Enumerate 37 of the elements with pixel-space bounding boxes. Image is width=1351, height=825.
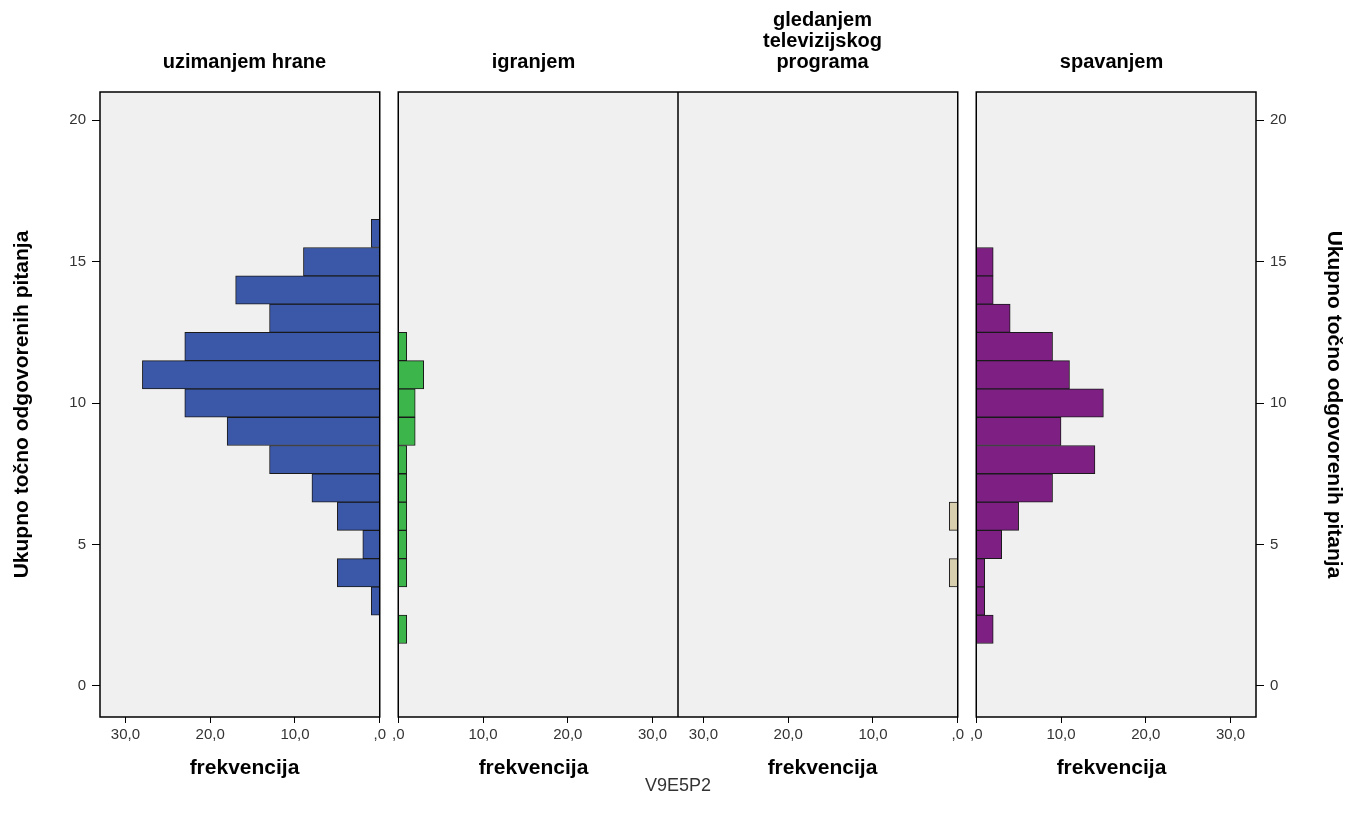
text: V9E5P2 bbox=[644, 775, 712, 796]
x-tick-label: ,0 bbox=[373, 725, 386, 743]
x-tick-label: 20,0 bbox=[195, 725, 225, 743]
x-tick-label: 10,0 bbox=[1046, 725, 1076, 743]
x-axis-title: frekvencija bbox=[1055, 755, 1168, 779]
x-tick-label: 20,0 bbox=[1131, 725, 1161, 743]
y-tick-label: 20 bbox=[1270, 110, 1287, 128]
x-tick-label: ,0 bbox=[970, 725, 983, 743]
x-tick-label: 30,0 bbox=[110, 725, 141, 743]
x-tick-label: 30,0 bbox=[637, 725, 668, 743]
y-tick-label: 5 bbox=[1270, 534, 1279, 552]
x-tick-label: 10,0 bbox=[468, 725, 498, 743]
y-tick-label: 20 bbox=[69, 110, 86, 128]
y-tick-label: 15 bbox=[1270, 251, 1287, 269]
x-axis-title: frekvencija bbox=[478, 755, 589, 778]
x-tick-label: ,0 bbox=[392, 725, 405, 743]
chart-title: igranjem bbox=[490, 50, 577, 72]
y-axis-title: Ukupno točno odgovorenih pitanja bbox=[1323, 230, 1347, 579]
chart-title: uzimanjem hrane bbox=[161, 50, 328, 72]
x-tick-label: 10,0 bbox=[280, 725, 310, 743]
y-tick-label: 10 bbox=[69, 393, 86, 411]
chart-title: spavanjem bbox=[1058, 50, 1165, 72]
y-axis-title: Ukupno točno odgovorenih pitanja bbox=[9, 230, 33, 579]
x-tick-label: 10,0 bbox=[858, 725, 888, 743]
y-tick-label: 5 bbox=[77, 534, 86, 552]
x-axis-title: frekvencija bbox=[188, 755, 301, 779]
y-tick-label: 0 bbox=[1270, 676, 1279, 694]
x-tick-label: 30,0 bbox=[688, 725, 719, 743]
x-tick-label: ,0 bbox=[951, 725, 964, 743]
y-tick-label: 10 bbox=[1270, 393, 1287, 411]
y-tick-label: 15 bbox=[69, 251, 86, 269]
y-tick-label: 0 bbox=[77, 676, 86, 694]
x-tick-label: 30,0 bbox=[1215, 725, 1246, 743]
x-tick-label: 20,0 bbox=[773, 725, 803, 743]
x-tick-label: 20,0 bbox=[553, 725, 583, 743]
chart-title: gledanjem televizijskog programa bbox=[762, 8, 883, 72]
x-axis-title: frekvencija bbox=[767, 755, 878, 778]
